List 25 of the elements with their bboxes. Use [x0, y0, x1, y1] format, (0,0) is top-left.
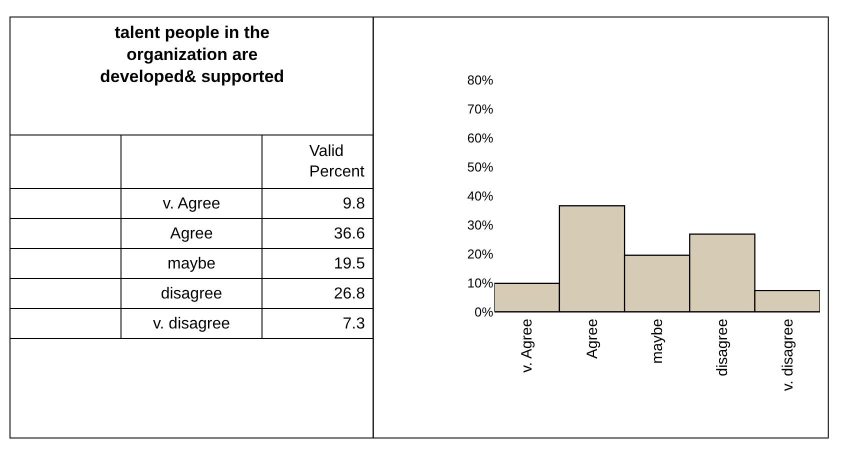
text: Valid Percent [309, 142, 365, 181]
text: maybe [167, 256, 216, 273]
x-tick-label: v. disagree [779, 318, 796, 391]
text: talent people in the organization are developed& supported [100, 23, 284, 86]
text: 26.8 [334, 286, 366, 303]
x-tick-label: disagree [714, 318, 732, 376]
text: disagree [160, 286, 222, 303]
text: v. Agree [162, 196, 220, 213]
x-tick-label: maybe [649, 318, 666, 364]
y-tick-label: 80% [467, 72, 494, 88]
x-tick-label: v. Agree [518, 318, 536, 373]
text: Agree [170, 226, 213, 243]
text: 19.5 [334, 256, 366, 273]
y-tick-label: 30% [467, 217, 494, 232]
text: 7.3 [342, 316, 366, 333]
y-tick-label: 70% [467, 102, 494, 117]
y-tick-label: 40% [467, 188, 494, 204]
y-tick-label: 20% [467, 246, 494, 262]
y-tick-label: 0% [474, 304, 494, 320]
text: 9.8 [342, 196, 366, 213]
text: 36.6 [334, 226, 366, 243]
y-tick-label: 50% [467, 160, 494, 175]
y-tick-label: 10% [467, 275, 494, 290]
y-tick-label: 60% [467, 130, 494, 146]
x-tick-label: Agree [584, 318, 601, 359]
